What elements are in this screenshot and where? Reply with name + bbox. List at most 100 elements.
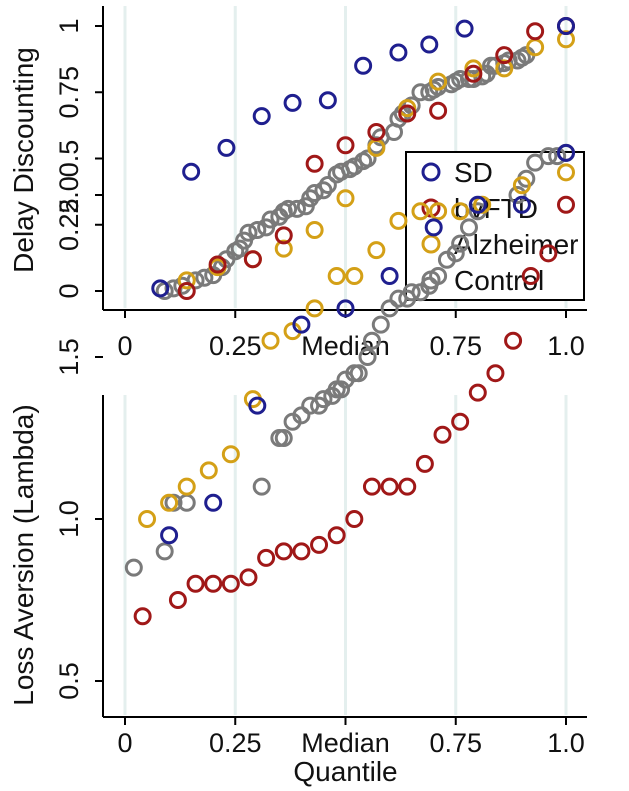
point-sd-7 [389, 43, 408, 62]
point-bvftd-10 [327, 526, 346, 545]
point-alzheimer-3 [199, 461, 218, 480]
point-control-24 [402, 283, 421, 302]
point-sd-8 [420, 35, 439, 54]
point-bvftd-11 [526, 22, 545, 41]
point-sd-0 [160, 526, 179, 545]
point-sd-9 [557, 143, 575, 162]
x-tick-label-2: Median [301, 728, 390, 758]
y-tick-label-1: 1.0 [54, 500, 84, 538]
point-bvftd-19 [486, 364, 505, 383]
point-sd-3 [292, 315, 311, 334]
point-control-0 [124, 558, 143, 577]
point-control-8 [292, 406, 311, 425]
point-alzheimer-18 [557, 163, 575, 182]
y-tick-label-2: 0.5 [54, 140, 84, 178]
series-alzheimer [138, 163, 575, 528]
point-alzheimer-3 [274, 239, 293, 258]
point-bvftd-20 [504, 331, 523, 350]
point-control-30 [451, 234, 470, 253]
point-bvftd-17 [451, 412, 470, 431]
point-sd-8 [512, 195, 531, 214]
point-sd-3 [252, 107, 271, 126]
point-alzheimer-12 [389, 211, 408, 230]
point-control-11 [314, 390, 333, 409]
point-control-27 [345, 157, 364, 176]
point-bvftd-6 [367, 123, 386, 141]
point-bvftd-12 [362, 477, 381, 496]
point-bvftd-2 [186, 574, 205, 593]
point-bvftd-13 [380, 477, 399, 496]
x-tick-label-4: 1.0 [547, 728, 585, 758]
point-control-21 [380, 299, 399, 318]
point-bvftd-11 [345, 510, 364, 528]
point-control-4 [195, 268, 214, 287]
point-bvftd-22 [539, 244, 558, 263]
point-bvftd-7 [398, 104, 417, 123]
y-tick-label-1: 0.25 [54, 198, 84, 251]
point-alzheimer-6 [261, 331, 280, 350]
point-alzheimer-0 [177, 271, 196, 290]
x-tick-label-0: 0 [117, 331, 132, 361]
y-tick-label-0: 0.5 [54, 662, 84, 700]
point-bvftd-0 [177, 282, 196, 300]
y-tick-label-2: 1.5 [54, 338, 84, 376]
point-sd-2 [217, 138, 236, 157]
y-axis-title: Loss Aversion (Lambda) [8, 404, 39, 705]
point-bvftd-15 [415, 454, 434, 473]
point-sd-10 [557, 17, 575, 35]
point-control-6 [274, 429, 293, 447]
point-control-20 [371, 315, 390, 334]
point-control-33 [508, 186, 527, 204]
chart-panel-bottom: 0 0.25 Median 0.75 1.0 0.5 1.0 1.5 2.0 Loss Avers… [8, 143, 587, 787]
point-alzheimer-1 [160, 493, 179, 512]
y-axis-title: Delay Discounting [8, 47, 39, 273]
legend-label-sd: SD [454, 157, 493, 188]
point-control-18 [358, 348, 377, 366]
point-sd-4 [336, 299, 355, 318]
point-bvftd-5 [239, 568, 258, 587]
point-alzheimer-2 [177, 477, 196, 496]
point-alzheimer-9 [327, 267, 346, 285]
point-alzheimer-5 [336, 189, 355, 208]
point-control-12 [248, 221, 267, 240]
legend-marker-alzheimer [421, 234, 441, 254]
point-sd-1 [204, 493, 223, 512]
point-bvftd-10 [495, 46, 514, 65]
point-bvftd-9 [310, 535, 329, 554]
point-control-31 [459, 218, 478, 237]
point-bvftd-16 [433, 425, 452, 444]
point-bvftd-18 [468, 383, 487, 402]
y-tick-label-4: 1 [54, 18, 84, 33]
point-bvftd-21 [521, 267, 540, 285]
point-control-37 [548, 147, 567, 166]
series-bvftd [177, 17, 575, 300]
point-control-11 [239, 223, 258, 242]
point-control-19 [362, 331, 381, 350]
point-alzheimer-13 [411, 202, 430, 221]
point-alzheimer-11 [367, 241, 386, 260]
point-sd-4 [283, 93, 302, 112]
y-tick-label-3: 0.75 [54, 66, 84, 119]
series-sd [160, 143, 575, 545]
legend-marker-sd [421, 162, 441, 182]
point-bvftd-7 [274, 542, 293, 561]
point-control-36 [539, 147, 558, 166]
point-sd-9 [455, 19, 474, 38]
point-bvftd-23 [557, 195, 575, 214]
y-tick-label-3: 2.0 [54, 176, 84, 214]
point-bvftd-9 [464, 64, 483, 83]
point-alzheimer-9 [464, 59, 483, 78]
point-alzheimer-10 [495, 59, 514, 78]
x-tick-label-3: 0.75 [429, 728, 482, 758]
point-sd-5 [318, 91, 337, 110]
x-axis-title: Quantile [293, 756, 397, 787]
point-alzheimer-14 [429, 202, 448, 221]
point-bvftd-14 [398, 477, 417, 496]
point-alzheimer-4 [221, 445, 240, 464]
point-control-4 [252, 477, 271, 496]
x-tick-label-3: 0.75 [429, 331, 482, 361]
point-control-27 [429, 267, 448, 285]
